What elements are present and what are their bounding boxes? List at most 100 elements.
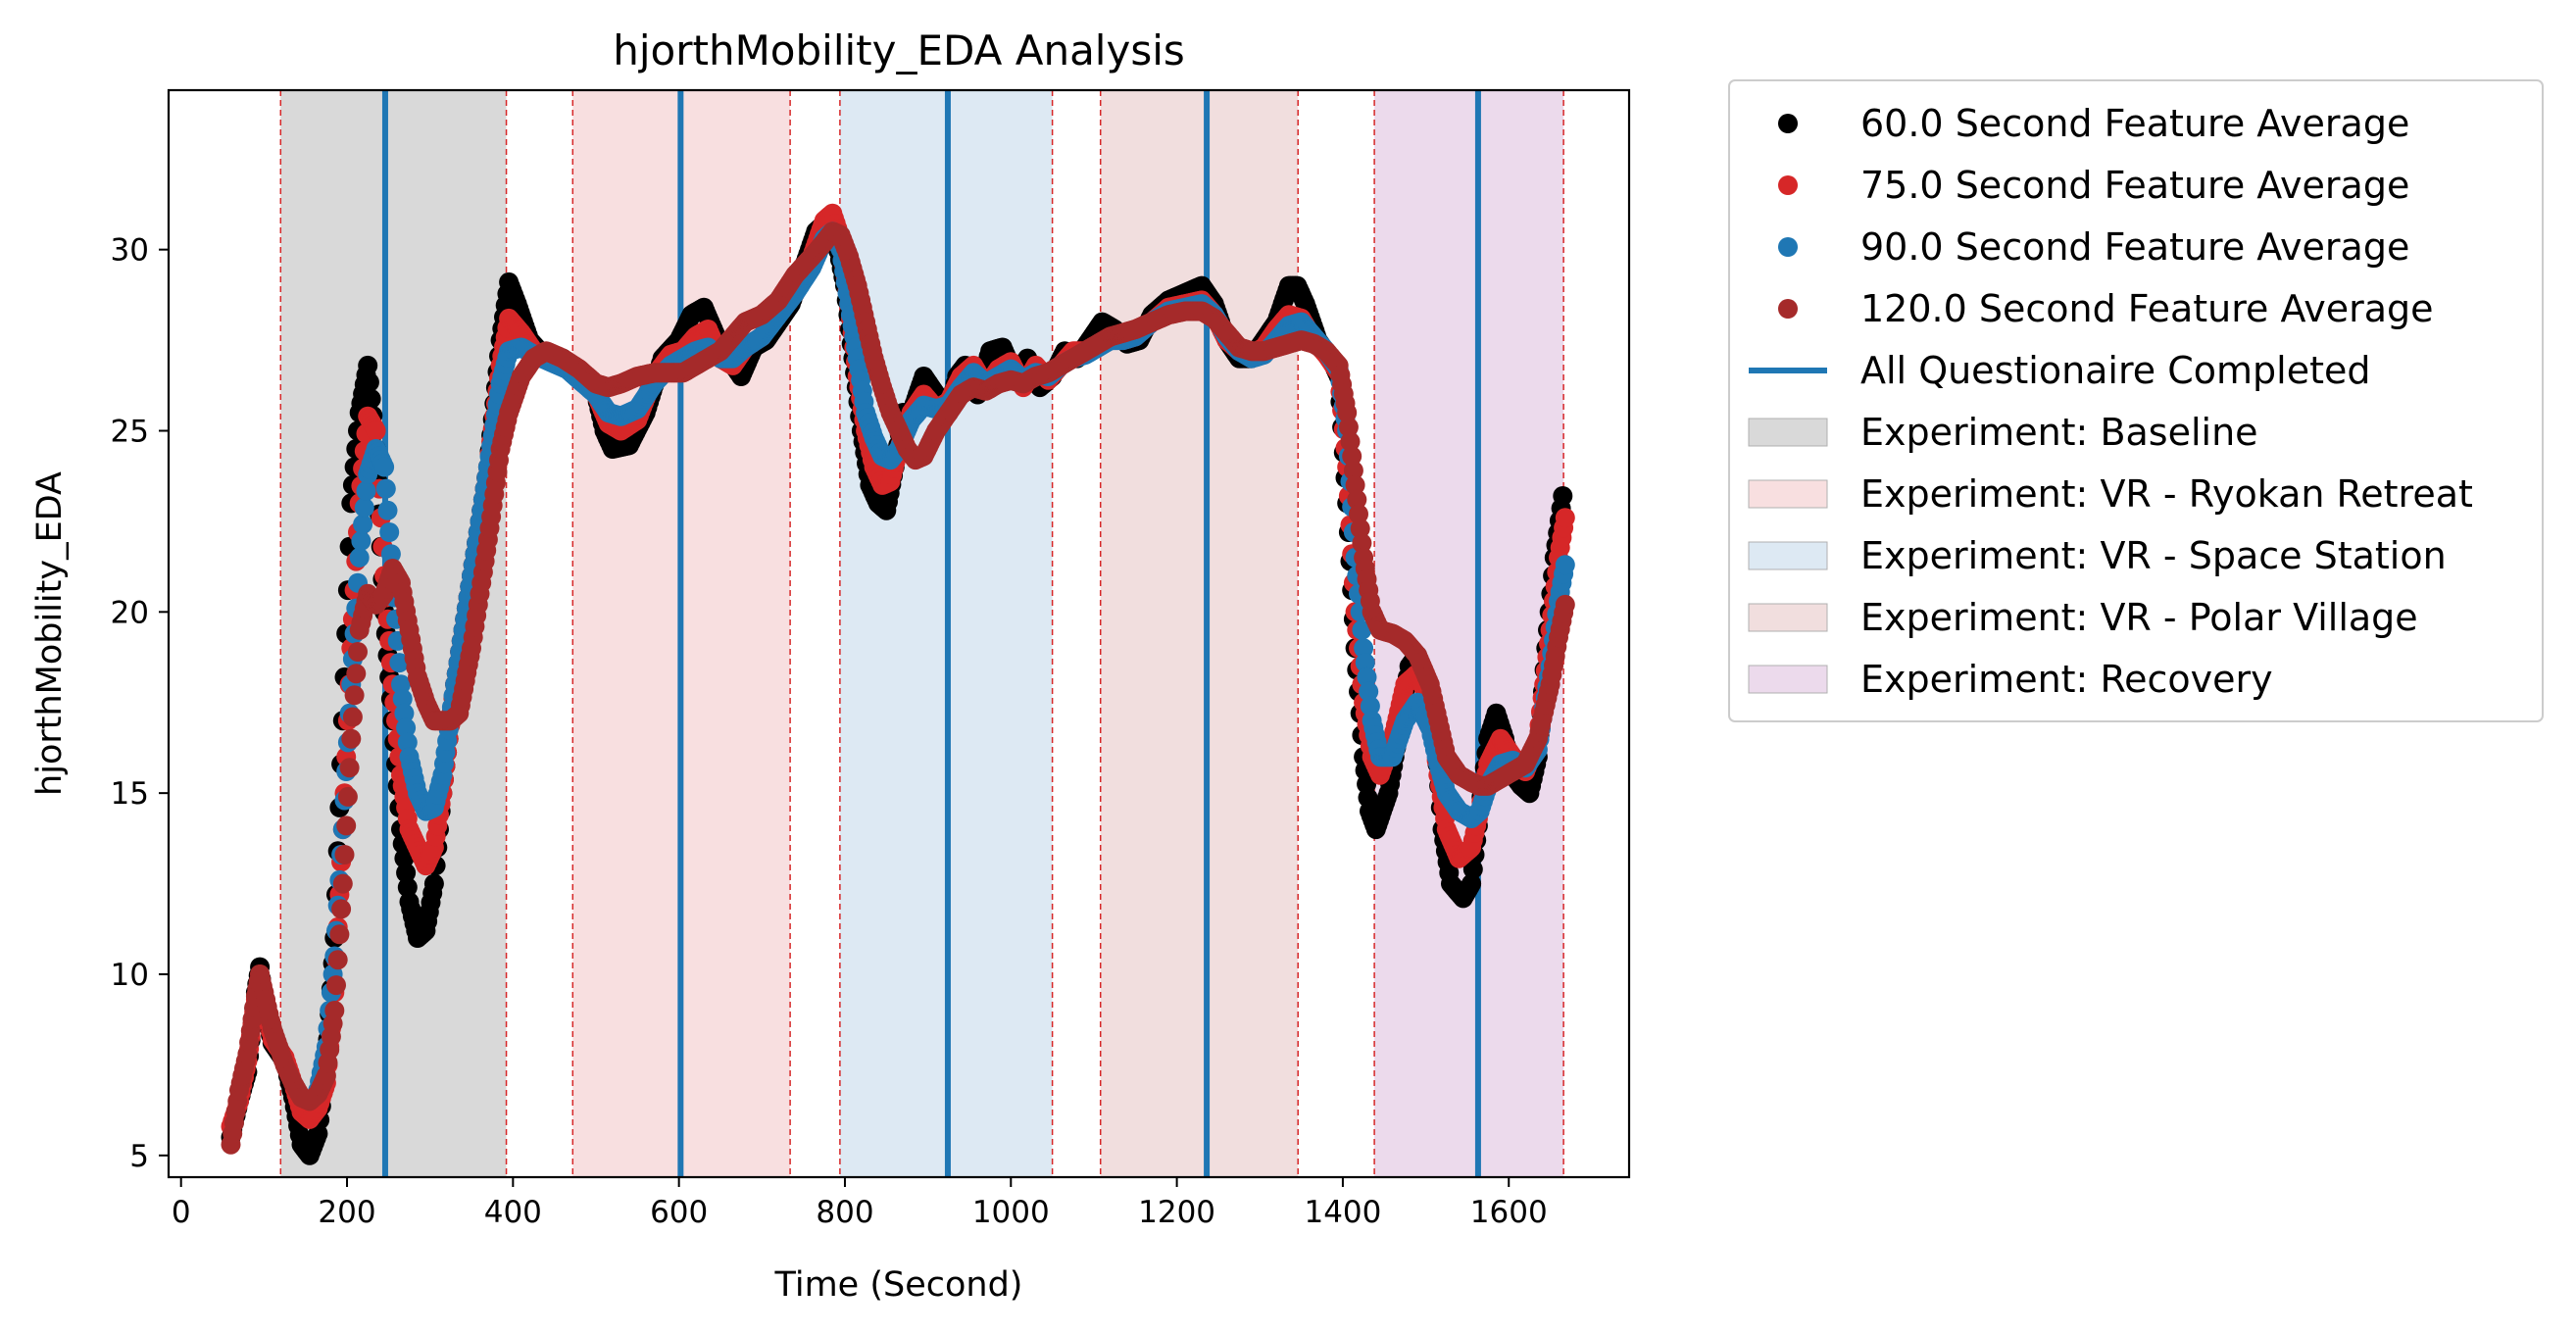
x-axis-title: Time (Second): [774, 1265, 1023, 1305]
legend-label: All Questionaire Completed: [1860, 349, 2371, 392]
data-point: [374, 457, 395, 477]
data-point: [334, 845, 355, 865]
legend-entry-7: Experiment: VR - Space Station: [1748, 534, 2447, 577]
data-point: [423, 873, 444, 894]
data-point: [346, 664, 367, 684]
axis-ticks: 0 200 400 600 800 1000 1200 1400 1600 5 10 15 20 25 30: [111, 233, 1548, 1230]
data-point: [337, 786, 358, 807]
legend-label: 75.0 Second Feature Average: [1860, 164, 2409, 207]
legend-label: Experiment: VR - Space Station: [1860, 534, 2447, 577]
x-tick-label: 0: [172, 1195, 191, 1230]
data-point: [353, 514, 373, 534]
data-point: [1555, 555, 1575, 575]
data-point: [396, 863, 417, 883]
series-3: [221, 222, 1575, 1155]
y-tick-label: 25: [111, 414, 149, 449]
data-point: [389, 653, 410, 673]
legend-swatch: [1748, 665, 1828, 694]
legend-swatch: [1748, 479, 1828, 509]
y-tick-label: 20: [111, 595, 149, 630]
data-point: [326, 975, 346, 996]
data-point: [351, 530, 372, 551]
data-point: [1553, 486, 1573, 506]
data-point: [1338, 417, 1359, 437]
legend-entry-4: All Questionaire Completed: [1749, 349, 2371, 392]
y-tick-label: 5: [129, 1139, 149, 1174]
y-axis-title: hjorthMobility_EDA: [30, 471, 70, 796]
data-point: [1340, 431, 1361, 452]
data-point: [1462, 859, 1483, 879]
y-tick-label: 15: [111, 776, 149, 812]
data-point: [391, 674, 411, 695]
data-point: [1352, 533, 1372, 554]
plot-area-frame: [167, 88, 1631, 1179]
data-point: [1555, 508, 1575, 528]
data-point: [394, 848, 415, 868]
legend-swatch: [1748, 418, 1828, 447]
legend-entry-9: Experiment: Recovery: [1748, 658, 2273, 701]
data-point: [1357, 667, 1377, 687]
data-point: [1355, 653, 1375, 673]
data-point: [358, 355, 378, 375]
x-tick-label: 200: [318, 1195, 375, 1230]
data-point: [380, 544, 401, 565]
x-tick-label: 800: [816, 1195, 873, 1230]
data-point: [379, 522, 400, 542]
data-point: [366, 420, 386, 441]
legend-entry-5: Experiment: Baseline: [1748, 411, 2258, 454]
legend-entry-6: Experiment: VR - Ryokan Retreat: [1748, 472, 2473, 516]
data-point: [1343, 461, 1363, 481]
data-point: [375, 478, 396, 499]
data-point: [397, 732, 418, 753]
legend-label: Experiment: Baseline: [1860, 411, 2258, 454]
legend-label: Experiment: VR - Polar Village: [1860, 596, 2418, 639]
legend-swatch: [1748, 603, 1828, 632]
data-point: [356, 480, 376, 501]
data-point: [1354, 638, 1374, 659]
x-tick-label: 400: [484, 1195, 542, 1230]
legend-marker: [1778, 175, 1798, 195]
legend-label: 90.0 Second Feature Average: [1860, 225, 2409, 269]
data-point: [396, 717, 417, 738]
legend-entry-1: 75.0 Second Feature Average: [1778, 164, 2409, 207]
y-tick-label: 30: [111, 233, 149, 269]
data-point: [397, 877, 418, 898]
data-point: [394, 703, 415, 723]
data-point: [336, 815, 357, 836]
legend-label: Experiment: VR - Ryokan Retreat: [1860, 472, 2473, 516]
x-tick-label: 1000: [972, 1195, 1050, 1230]
data-point: [1360, 696, 1380, 716]
data-point: [324, 1001, 345, 1020]
y-tick-label: 10: [111, 958, 149, 993]
data-point: [332, 873, 353, 894]
legend-entry-0: 60.0 Second Feature Average: [1778, 102, 2409, 145]
legend-label: 60.0 Second Feature Average: [1860, 102, 2409, 145]
legend: 60.0 Second Feature Average 75.0 Second F…: [1728, 79, 2544, 722]
data-point: [1342, 446, 1362, 467]
legend-marker: [1778, 237, 1798, 257]
x-tick-label: 600: [650, 1195, 708, 1230]
data-point: [1350, 519, 1370, 539]
data-series: [221, 203, 1575, 1165]
data-point: [348, 642, 368, 662]
data-point: [361, 389, 381, 409]
data-point: [1359, 681, 1379, 702]
data-point: [377, 500, 398, 520]
data-point: [329, 924, 350, 945]
data-point: [342, 707, 363, 727]
phase-band-3: [1100, 90, 1299, 1177]
legend-entry-2: 90.0 Second Feature Average: [1778, 225, 2409, 269]
data-point: [354, 497, 374, 518]
legend-items: 60.0 Second Feature Average 75.0 Second F…: [1748, 102, 2473, 701]
data-point: [349, 547, 370, 568]
data-point: [1461, 873, 1482, 894]
legend-marker: [1778, 114, 1798, 133]
legend-label: Experiment: Recovery: [1860, 658, 2273, 701]
data-point: [1555, 594, 1575, 615]
legend-entry-3: 120.0 Second Feature Average: [1778, 287, 2434, 330]
data-point: [359, 372, 379, 392]
legend-swatch: [1748, 541, 1828, 570]
data-point: [1347, 489, 1367, 510]
data-point: [331, 899, 352, 919]
